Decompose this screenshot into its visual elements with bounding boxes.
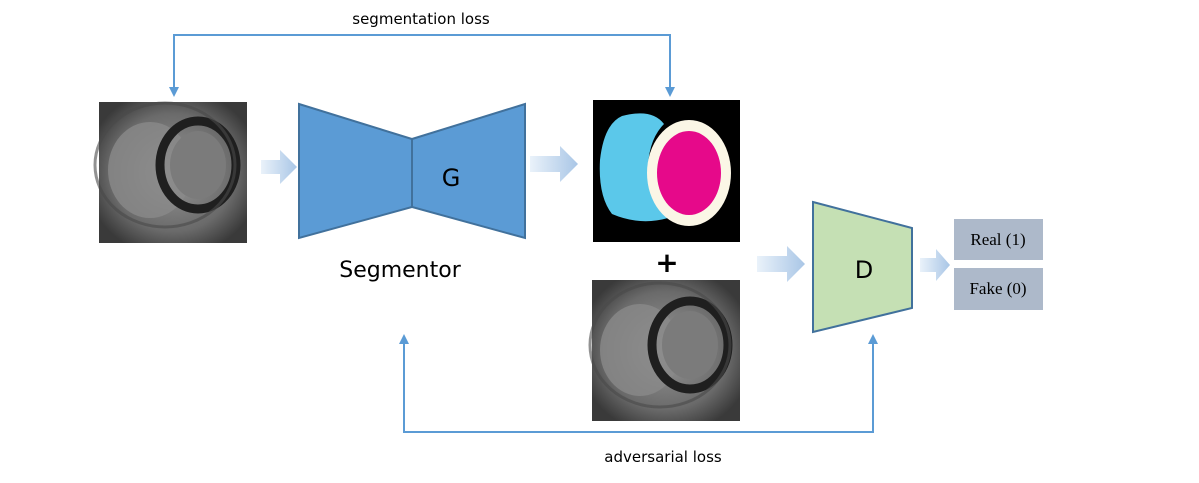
discriminator-label: D [855, 256, 873, 284]
segmentor-label: Segmentor [339, 258, 461, 283]
discriminator-network [812, 200, 913, 334]
generator-network [298, 102, 526, 240]
real-label: Real (1) [970, 230, 1025, 249]
paired-mri-image [588, 280, 740, 421]
generator-label: G [442, 164, 461, 192]
arrowhead-down-icon [169, 87, 179, 97]
fake-output-box [954, 268, 1043, 310]
fake-label: Fake (0) [969, 279, 1026, 298]
arrowhead-down-icon [665, 87, 675, 97]
flow-arrow-icon [261, 150, 297, 184]
input-mri-image [93, 101, 247, 243]
flow-arrow-icon [530, 146, 578, 182]
segmentation-loss-label: segmentation loss [352, 10, 490, 28]
segmentation-mask-image [593, 100, 740, 242]
arrowhead-up-icon [868, 334, 878, 344]
segmentation-loss-connector [169, 34, 675, 97]
adversarial-loss-connector [399, 334, 878, 433]
real-output-box [954, 219, 1043, 260]
arrowhead-up-icon [399, 334, 409, 344]
flow-arrow-icon [757, 246, 805, 282]
adversarial-loss-label: adversarial loss [604, 448, 722, 466]
plus-sign: + [655, 246, 678, 279]
flow-arrow-icon [920, 249, 950, 281]
